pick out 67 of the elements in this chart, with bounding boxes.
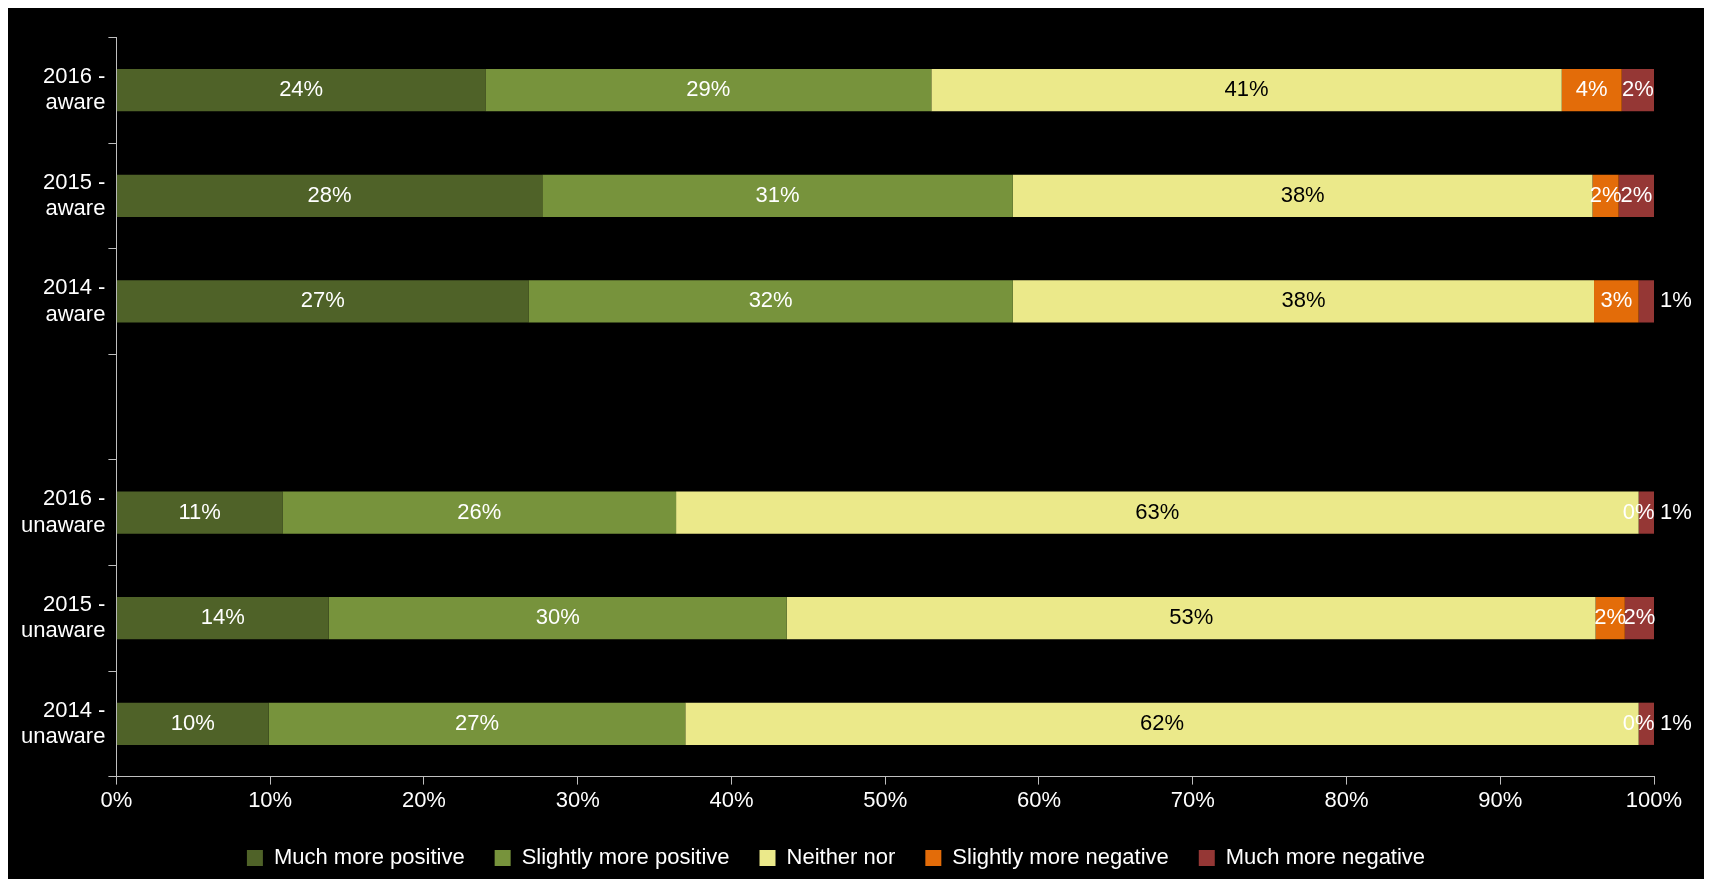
x-tick-label: 0%	[100, 786, 133, 812]
legend-label: Much more negative	[1225, 844, 1426, 870]
x-tick-label: 40%	[709, 786, 754, 812]
y-tick-label: 2016 - unaware	[21, 485, 106, 537]
bar	[116, 597, 329, 640]
bar	[116, 69, 486, 112]
data-label: 27%	[454, 709, 499, 735]
x-tick-label: 50%	[863, 786, 908, 812]
data-label: 2%	[1621, 76, 1654, 102]
data-label: 2%	[1620, 181, 1653, 207]
data-label: 30%	[535, 604, 580, 630]
legend-label: Slightly more negative	[952, 844, 1169, 870]
x-tick-label: 10%	[248, 786, 293, 812]
x-tick-label: 90%	[1478, 786, 1523, 812]
data-label: 31%	[755, 181, 800, 207]
bar	[1012, 280, 1595, 323]
bar	[931, 69, 1562, 112]
data-label: 1%	[1660, 709, 1692, 735]
y-tick-label: 2015 - aware	[43, 168, 106, 221]
bar	[542, 174, 1013, 217]
data-label: 1%	[1660, 287, 1692, 313]
x-tick-label: 80%	[1324, 786, 1369, 812]
bar	[116, 174, 543, 217]
bar	[116, 702, 269, 745]
y-tick-label: 2016 - aware	[43, 63, 106, 115]
data-label: 24%	[279, 76, 324, 102]
data-label: 14%	[200, 604, 245, 630]
x-tick-label: 20%	[401, 786, 446, 812]
data-label: 38%	[1281, 287, 1326, 313]
data-label: 3%	[1600, 287, 1633, 313]
data-label: 41%	[1224, 76, 1269, 102]
bar	[786, 597, 1596, 640]
legend-label: Neither nor	[786, 844, 896, 870]
data-label: 10%	[170, 709, 215, 735]
data-label: 4%	[1575, 76, 1608, 102]
data-label: 26%	[457, 498, 502, 524]
y-tick-label: 2015 - unaware	[21, 591, 106, 643]
data-label: 32%	[748, 287, 793, 313]
data-label: 62%	[1139, 709, 1184, 735]
legend-label: Slightly more positive	[521, 844, 730, 870]
data-label: 2%	[1589, 181, 1622, 207]
y-tick-label: 2014 - unaware	[21, 696, 106, 749]
data-label: 53%	[1169, 604, 1214, 630]
legend-label: Much more positive	[273, 844, 465, 870]
bar	[1012, 174, 1593, 217]
x-tick-label: 60%	[1016, 786, 1061, 812]
bar	[268, 702, 686, 745]
bar	[282, 491, 677, 534]
bar	[1561, 69, 1622, 112]
data-label: 27%	[300, 287, 345, 313]
bar	[116, 491, 283, 534]
y-tick-label: 2014 - aware	[43, 274, 106, 326]
data-label: 2%	[1594, 604, 1627, 630]
data-label: 1%	[1660, 498, 1692, 524]
bar	[328, 597, 787, 640]
data-label: 28%	[307, 181, 352, 207]
data-label: 38%	[1280, 181, 1325, 207]
bar	[528, 280, 1013, 323]
x-tick-label: 100%	[1625, 786, 1683, 812]
x-tick-label: 30%	[555, 786, 600, 812]
data-label: 11%	[178, 498, 221, 524]
bar	[485, 69, 932, 112]
x-tick-label: 70%	[1170, 786, 1215, 812]
bar	[1638, 280, 1654, 323]
data-label: 63%	[1135, 498, 1180, 524]
data-label: 29%	[686, 76, 731, 102]
bar	[116, 280, 529, 323]
